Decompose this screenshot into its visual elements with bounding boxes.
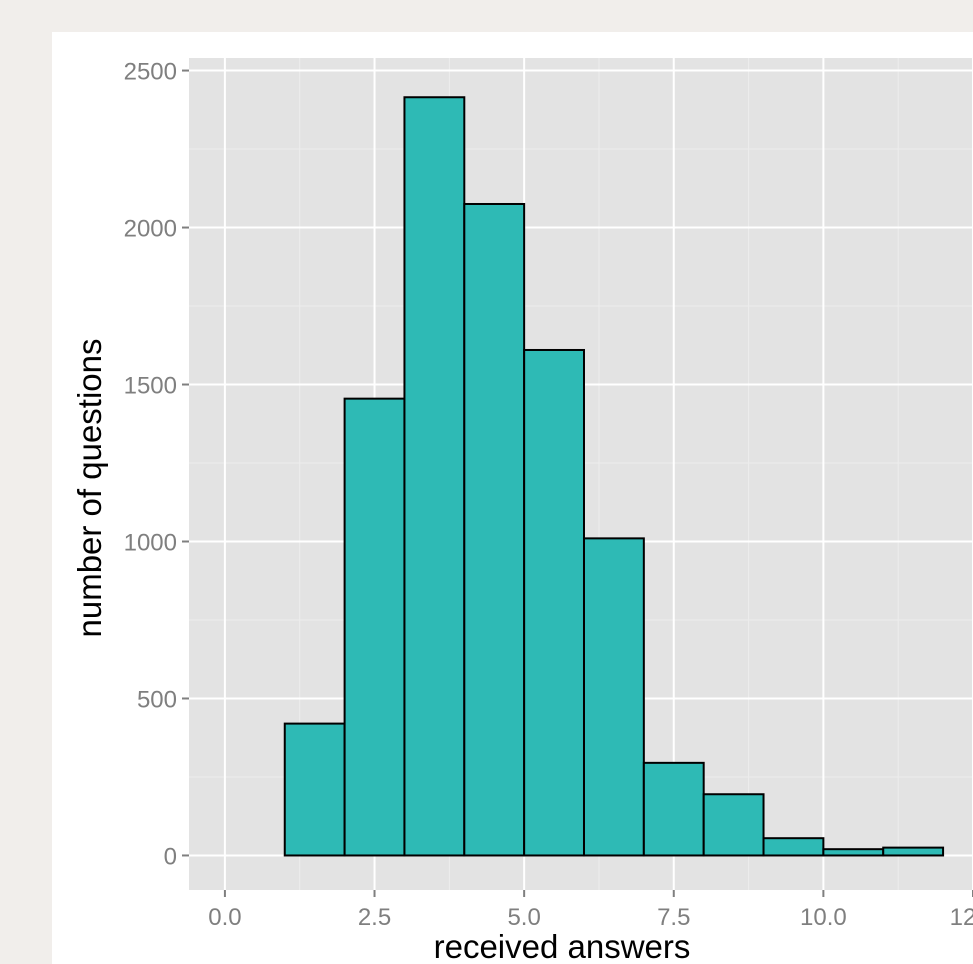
y-tick-label: 2500: [124, 59, 177, 86]
figure: 0 500 1000 1500 2000 2500 0.0 2.5 5.0 7.5 10.0 12.5…: [52, 32, 973, 964]
y-tick-label: 500: [137, 686, 177, 713]
histogram-bar-3: [403, 96, 466, 857]
y-tick-label: 0: [164, 843, 177, 870]
histogram-bar-6: [582, 537, 645, 857]
x-tick-label: 12.5: [950, 904, 973, 931]
x-tick-label: 5.0: [507, 904, 540, 931]
histogram-bar-7: [642, 761, 705, 857]
histogram-chart: 0 500 1000 1500 2000 2500 0.0 2.5 5.0 7.5 10.0 12.5…: [71, 58, 973, 964]
histogram-bar-11: [882, 846, 945, 857]
y-tick-label: 1500: [124, 373, 177, 400]
histogram-bar-9: [762, 837, 825, 857]
histogram-bar-1: [283, 722, 346, 857]
x-axis-title: received answers: [434, 928, 691, 964]
y-tick-label: 1000: [124, 530, 177, 557]
x-tick-label: 0.0: [208, 904, 241, 931]
x-tick-label: 2.5: [358, 904, 391, 931]
histogram-bar-8: [702, 793, 765, 857]
histogram-bar-4: [463, 202, 526, 857]
axis-ticks: [182, 69, 973, 897]
x-tick-label: 7.5: [657, 904, 690, 931]
x-tick-label: 10.0: [800, 904, 847, 931]
y-tick-label: 2000: [124, 216, 177, 243]
axis-tick-labels: 0 500 1000 1500 2000 2500 0.0 2.5 5.0 7.5 10.0 12.5: [124, 59, 973, 931]
histogram-bar-2: [343, 397, 406, 857]
histogram-bars: [283, 96, 945, 857]
y-axis-title: number of questions: [71, 338, 108, 637]
histogram-bar-10: [822, 848, 885, 857]
histogram-bar-5: [523, 348, 585, 857]
